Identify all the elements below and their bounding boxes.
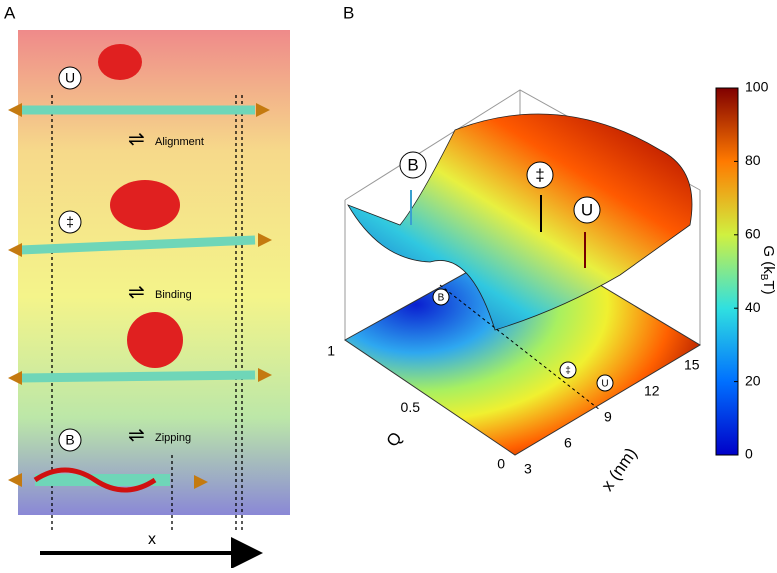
colorbar bbox=[715, 87, 739, 456]
tick-label: 0.5 bbox=[401, 399, 421, 415]
tick-label: 12 bbox=[644, 383, 660, 399]
surface-marker: ‡ bbox=[535, 165, 544, 184]
tick-label: 1 bbox=[327, 343, 335, 359]
colorbar-label: G (kBT) bbox=[758, 245, 777, 294]
panel-label: A bbox=[4, 3, 16, 22]
equilibrium-sign: ⇌ bbox=[128, 128, 145, 150]
colorbar-tick-label: 60 bbox=[745, 226, 761, 242]
contour-marker: ‡ bbox=[565, 366, 571, 377]
contour-marker: U bbox=[601, 379, 608, 390]
energy-surface bbox=[347, 113, 693, 331]
colorbar-tick-label: 20 bbox=[745, 372, 761, 388]
state-label: ‡ bbox=[66, 214, 74, 230]
step-label: Zipping bbox=[155, 432, 191, 444]
state-label: B bbox=[65, 432, 74, 448]
step-label: Binding bbox=[155, 289, 192, 301]
tick-label: 9 bbox=[604, 409, 612, 425]
axis-label: Q bbox=[383, 429, 406, 451]
colorbar-tick-label: 80 bbox=[745, 152, 761, 168]
colorbar-tick-label: 100 bbox=[745, 79, 769, 95]
step-label: Alignment bbox=[155, 136, 204, 148]
path-line bbox=[439, 284, 601, 411]
equilibrium-sign: ⇌ bbox=[128, 281, 145, 303]
colorbar-tick-label: 0 bbox=[745, 446, 753, 462]
dashed-guides bbox=[51, 95, 243, 532]
axis-label: x bbox=[148, 531, 156, 548]
surface-arrows bbox=[410, 190, 586, 268]
tick-label: 15 bbox=[684, 357, 700, 373]
tick-label: 0 bbox=[497, 456, 505, 472]
state-label: U bbox=[65, 70, 75, 86]
pulling-arrows bbox=[8, 103, 272, 489]
surface-marker: B bbox=[407, 155, 418, 174]
panel-label: B bbox=[343, 3, 354, 22]
tick-label: 3 bbox=[524, 461, 532, 477]
equilibrium-sign: ⇌ bbox=[128, 424, 145, 446]
tick-label: 6 bbox=[564, 435, 572, 451]
colorbar-tick-label: 40 bbox=[745, 299, 761, 315]
molecules bbox=[19, 44, 256, 493]
contour-marker: B bbox=[438, 293, 445, 304]
surface-marker: U bbox=[581, 200, 593, 219]
axis-label: x (nm) bbox=[598, 444, 641, 494]
